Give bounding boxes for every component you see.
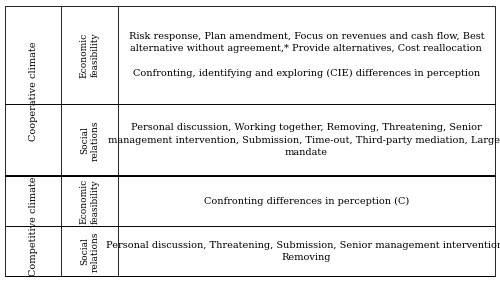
Text: Personal discussion, Threatening, Submission, Senior management intervention,
Re: Personal discussion, Threatening, Submis… [106, 241, 500, 262]
Text: Economic
feasibility: Economic feasibility [80, 32, 99, 78]
Text: Cooperative climate: Cooperative climate [28, 41, 38, 141]
Text: Social
relations: Social relations [80, 120, 99, 160]
Text: Economic
feasibility: Economic feasibility [80, 179, 99, 224]
Text: Competitive climate: Competitive climate [28, 177, 38, 276]
Text: Personal discussion, Working together, Removing, Threatening, Senior
management : Personal discussion, Working together, R… [108, 123, 500, 157]
Text: Risk response, Plan amendment, Focus on revenues and cash flow, Best
alternative: Risk response, Plan amendment, Focus on … [128, 32, 484, 78]
Text: Social
relations: Social relations [80, 231, 99, 272]
Text: Confronting differences in perception (C): Confronting differences in perception (C… [204, 197, 409, 206]
